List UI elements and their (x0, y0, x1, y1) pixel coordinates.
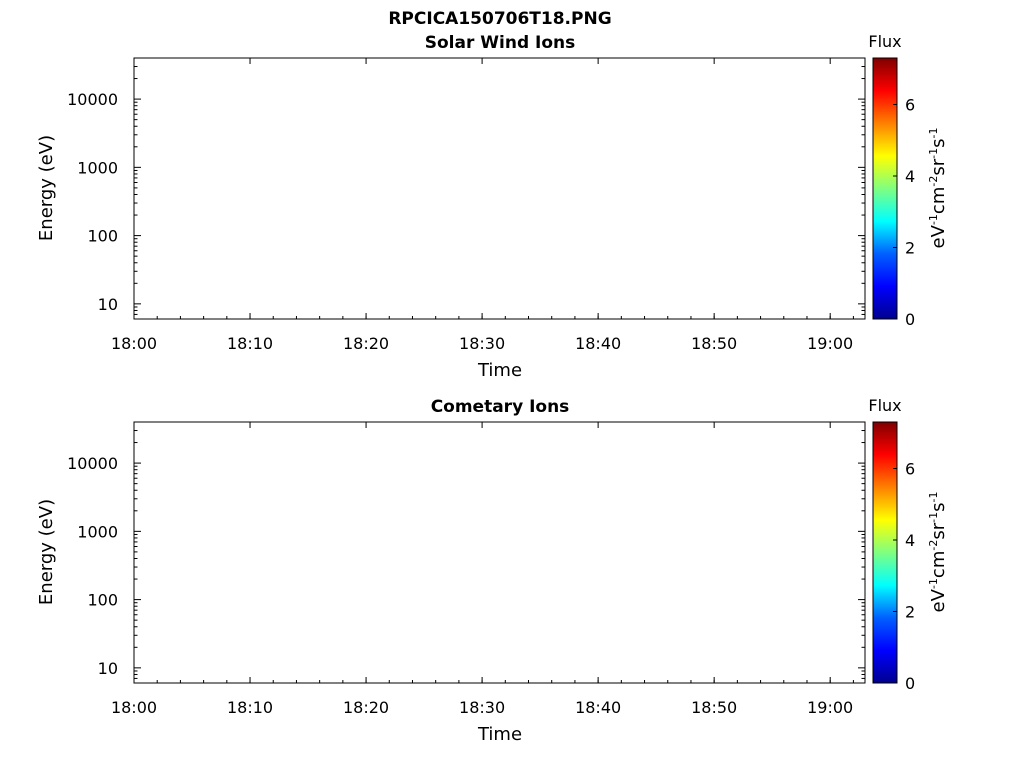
y-tick-label: 100 (87, 227, 118, 246)
x-tick-label: 18:20 (343, 334, 389, 353)
colorbar-tick-label: 6 (905, 459, 915, 478)
figure-title: RPCICA150706T18.PNG (388, 9, 611, 29)
plot-frame (133, 421, 866, 684)
plot-frame (133, 57, 866, 320)
x-tick-label: 18:40 (575, 698, 621, 717)
colorbar-tick-label: 6 (905, 95, 915, 114)
x-tick-label: 18:50 (691, 698, 737, 717)
colorbar-tick-label: 0 (905, 310, 915, 329)
x-tick-label: 19:00 (807, 334, 853, 353)
colorbar-tick-label: 2 (905, 238, 915, 257)
y-tick-label: 10000 (67, 90, 118, 109)
y-tick-label: 1000 (77, 158, 118, 177)
y-tick-label: 1000 (77, 522, 118, 541)
y-axis-label: Energy (eV) (36, 135, 57, 241)
colorbar-unit: eV-1cm-2sr-1s-1 (927, 128, 949, 249)
x-tick-label: 18:00 (111, 334, 157, 353)
y-tick-label: 10 (98, 659, 118, 678)
colorbar (872, 421, 898, 684)
y-axis: 10 100 1000 10000 (67, 421, 865, 684)
x-tick-label: 18:10 (227, 698, 273, 717)
x-tick-label: 18:20 (343, 698, 389, 717)
colorbar-tick-label: 2 (905, 602, 915, 621)
y-tick-label: 100 (87, 591, 118, 610)
colorbar-unit: eV-1cm-2sr-1s-1 (927, 492, 949, 613)
x-tick-label: 18:10 (227, 334, 273, 353)
x-tick-label: 18:30 (459, 334, 505, 353)
x-axis: 18:00 18:10 18:20 18:30 18:40 18:50 19:00 (111, 58, 854, 353)
colorbar-ticks: 0 2 4 6 (893, 459, 915, 693)
colorbar-tick-label: 4 (905, 167, 915, 186)
colorbar (872, 57, 898, 320)
y-tick-label: 10 (98, 295, 118, 314)
x-tick-label: 18:50 (691, 334, 737, 353)
y-axis: 10 100 1000 10000 (67, 57, 865, 320)
y-tick-label: 10000 (67, 454, 118, 473)
panel-title: Cometary Ions (431, 397, 570, 417)
panel-solar-wind: Solar Wind Ions 18:00 18:10 18:20 18:30 18:4… (36, 32, 949, 381)
colorbar-title: Flux (868, 396, 901, 415)
x-tick-label: 18:00 (111, 698, 157, 717)
panel-cometary: Cometary Ions 18:00 18:10 18:20 18:30 18:40 1… (36, 396, 949, 745)
colorbar-title: Flux (868, 32, 901, 51)
x-tick-label: 18:40 (575, 334, 621, 353)
x-tick-label: 19:00 (807, 698, 853, 717)
colorbar-tick-label: 0 (905, 674, 915, 693)
panel-title: Solar Wind Ions (425, 33, 576, 53)
x-axis: 18:00 18:10 18:20 18:30 18:40 18:50 19:00 (111, 422, 854, 717)
x-axis-label: Time (477, 724, 522, 745)
x-tick-label: 18:30 (459, 698, 505, 717)
y-axis-label: Energy (eV) (36, 499, 57, 605)
colorbar-tick-label: 4 (905, 531, 915, 550)
colorbar-ticks: 0 2 4 6 (893, 95, 915, 329)
x-axis-label: Time (477, 360, 522, 381)
